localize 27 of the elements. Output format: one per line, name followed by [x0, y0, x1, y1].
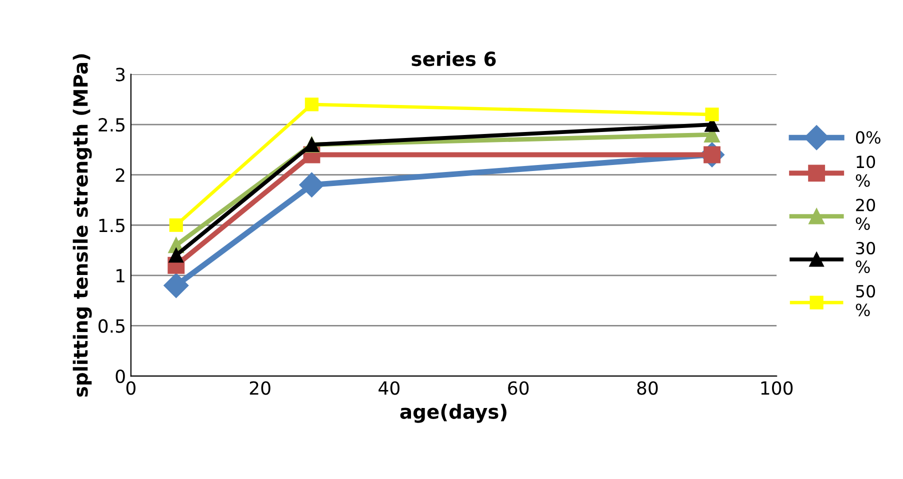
legend-label: 50 % [856, 284, 876, 316]
point [304, 98, 319, 112]
y-axis-title: splitting tensile strength (MPa) [72, 54, 92, 397]
legend-label: 20 % [856, 198, 876, 230]
x-tick-label: 20 [250, 381, 270, 395]
point [705, 108, 719, 122]
point [168, 248, 184, 263]
y-tick-label: 0.5 [98, 319, 124, 333]
legend-label: 0% [856, 131, 880, 144]
y-tick-label: 2.5 [98, 118, 124, 132]
y-tick-label: 1 [116, 269, 124, 282]
x-tick-label: 80 [637, 381, 658, 395]
legend-label: 10 % [856, 156, 876, 187]
legend-label: 30 % [856, 242, 876, 274]
y-tick-label: 2 [116, 168, 124, 182]
point [299, 172, 324, 198]
point [164, 273, 189, 298]
chart-title: series 6 [412, 51, 496, 66]
x-axis-title: age(days) [400, 404, 506, 423]
point [169, 218, 183, 232]
y-tick-label: 1.5 [99, 218, 124, 232]
x-tick-label: 100 [761, 381, 793, 395]
y-tick-label: 3 [116, 68, 125, 82]
x-tick-label: 0 [126, 381, 136, 395]
x-tick-label: 60 [508, 381, 529, 395]
y-tick-label: 0 [116, 369, 125, 384]
x-tick-label: 40 [378, 381, 400, 395]
